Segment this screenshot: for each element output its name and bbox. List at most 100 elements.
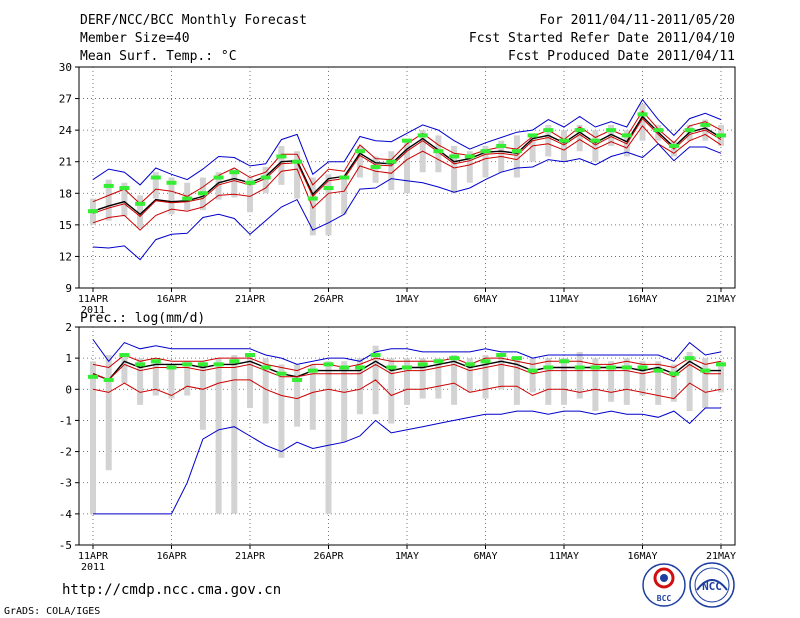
temperature-observed-marker [402,138,412,143]
temperature-spread-box [435,135,442,173]
precipitation-xtick-label: 11MAY [549,551,579,562]
precipitation-spread-box [231,355,238,514]
temperature-xtick-label: 21MAY [706,294,736,305]
member-size-label: Member Size=40 [80,31,190,46]
temperature-ytick-label: 12 [59,250,72,263]
precipitation-spread-box [294,364,301,427]
precipitation-ytick-label: -3 [59,477,72,490]
temperature-observed-marker [307,196,318,201]
temperature-observed-marker [276,154,287,159]
precipitation-spread-box [184,361,191,396]
temperature-ytick-label: 15 [59,219,72,232]
temperature-observed-marker [527,133,538,138]
temperature-xtick-label: 21APR [235,294,266,305]
precipitation-series-lower-bound [92,379,722,400]
temperature-observed-marker [543,128,554,133]
precipitation-series-ensemble-minimum [93,407,721,515]
precipitation-xtick-label: 16APR [156,551,187,562]
temperature-observed-marker [354,149,365,154]
precipitation-ytick-label: -2 [59,446,72,459]
precipitation-ytick-label: 1 [65,352,72,365]
precipitation-spread-box [388,358,395,424]
temperature-observed-marker [653,128,664,133]
temperature-observed-marker [574,128,585,133]
temperature-spread-box [294,151,301,199]
precipitation-observed-marker [543,365,554,370]
precipitation-spread-box [309,364,316,430]
temperature-xtick-label: 26APR [313,294,344,305]
temperature-series-ensemble-median [92,117,722,218]
precipitation-observed-marker [700,368,711,373]
temperature-series-ensemble-mean [92,115,722,216]
precipitation-xtick-label: 16MAY [627,551,657,562]
temperature-spread-box [309,177,316,236]
precipitation-series-ensemble-median [92,363,721,381]
temperature-series-lower-bound [92,125,722,231]
precipitation-spread-box [356,358,363,415]
temperature-observed-marker [229,170,240,175]
figure-title: DERF/NCC/BCC Monthly Forecast [80,13,307,28]
temperature-series-upper-bound [92,110,722,205]
temperature-observed-marker [496,143,507,148]
precipitation-xtick-label: 26APR [313,551,344,562]
precipitation-spread-box [325,361,332,514]
precipitation-observed-marker [182,362,193,367]
temperature-spread-box [451,145,458,194]
temperature-xtick-label: 1MAY [395,294,419,305]
precipitation-observed-marker [511,356,522,361]
precipitation-spread-box [262,358,269,424]
temperature-spread-box [404,140,410,194]
precipitation-observed-marker [229,359,240,364]
precipitation-observed-marker [197,362,208,367]
precipitation-observed-marker [527,368,538,373]
precipitation-observed-marker [307,368,318,373]
grads-credit: GrADS: COLA/IGES [4,606,100,617]
precipitation-spread-box [639,361,646,396]
precipitation-spread-box [482,355,489,399]
temperature-ytick-label: 30 [59,61,72,74]
temperature-observed-marker [245,180,255,185]
temperature-observed-marker [166,180,177,185]
temperature-observed-marker [684,128,695,133]
precipitation-observed-marker [260,365,271,370]
temperature-observed-marker [637,112,648,117]
precipitation-observed-marker [276,371,287,376]
temperature-series-ensemble-maximum [92,98,722,186]
temperature-spread-box [356,145,363,178]
precipitation-xtick-label: 21MAY [706,551,736,562]
temperature-observed-marker [668,143,679,148]
precipitation-observed-marker [417,362,428,367]
precipitation-spread-box [561,358,567,405]
temperature-observed-marker [716,133,726,138]
temperature-xtick-label: 16MAY [627,294,657,305]
temperature-spread-box [608,124,615,146]
precipitation-observed-marker [464,362,475,367]
temperature-ytick-label: 27 [59,93,72,106]
precipitation-spread-box [435,358,442,399]
precipitation-observed-marker [637,365,648,370]
temperature-ytick-label: 9 [65,282,72,295]
precipitation-observed-marker [386,365,397,370]
precipitation-spread-box [451,355,458,405]
precipitation-ytick-label: -5 [59,539,72,552]
precipitation-observed-marker [354,365,365,370]
temperature-spread-box [513,135,520,178]
precipitation-observed-marker [292,377,303,382]
precipitation-spread-box [702,358,709,408]
temperature-xtick-label: 11MAY [549,294,579,305]
temperature-observed-marker [511,149,522,154]
precipitation-spread-box [341,361,348,443]
precipitation-observed-marker [590,365,601,370]
temperature-spread-box [466,151,473,183]
temperature-spread-box [561,130,567,162]
precipitation-observed-marker [621,365,632,370]
ncc-logo: NCC [689,562,735,608]
precipitation-observed-marker [402,365,412,370]
temperature-spread-box [341,177,348,215]
precipitation-spread-box [121,355,128,384]
precipitation-spread-box [592,358,599,412]
precipitation-observed-marker [606,365,617,370]
temperature-spread-box [121,182,128,217]
